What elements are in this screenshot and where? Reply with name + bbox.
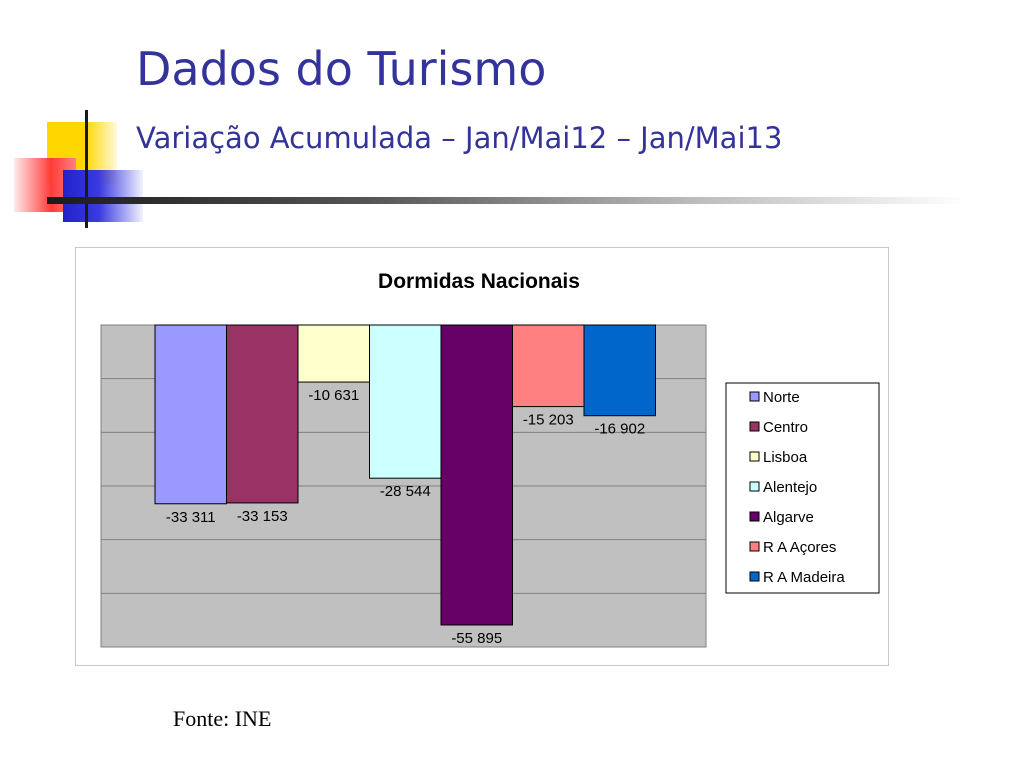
data-label: -55 895 [451, 630, 502, 647]
deco-yellow-square [47, 122, 117, 184]
chart-title: Dormidas Nacionais [378, 270, 580, 293]
legend-swatch [749, 421, 760, 432]
legend-swatch [749, 481, 760, 492]
data-label: -15 203 [523, 412, 574, 429]
chart-frame: Dormidas Nacionais -33 311 -33 153 -10 631… [75, 247, 889, 666]
bar-r-a-açores [512, 324, 585, 408]
legend: Norte Centro Lisboa Alentejo Algarve R A Açor… [725, 382, 880, 594]
legend-label: Centro [763, 419, 808, 436]
legend-swatch [749, 451, 760, 462]
data-label: -33 311 [166, 509, 216, 526]
bar-norte [154, 324, 227, 505]
bar-series [154, 324, 656, 626]
bar-alentejo [369, 324, 442, 479]
data-label: -28 544 [380, 483, 431, 500]
bar-chart: Dormidas Nacionais -33 311 -33 153 -10 631… [100, 270, 880, 648]
slide-title: Dados do Turismo [136, 42, 547, 96]
bar-r-a-madeira [583, 324, 656, 417]
deco-horizontal-rule [47, 197, 967, 204]
slide-subtitle: Variação Acumulada – Jan/Mai12 – Jan/Mai… [136, 121, 783, 155]
bar-centro [226, 324, 299, 504]
legend-swatch [749, 511, 760, 522]
legend-label: Norte [763, 389, 800, 406]
source-note: Fonte: INE [173, 706, 272, 731]
bar-algarve [440, 324, 513, 626]
deco-vertical-line [85, 110, 88, 228]
deco-blue-square [63, 170, 143, 222]
legend-label: R A Açores [763, 539, 836, 556]
data-label: -16 902 [594, 421, 645, 438]
legend-label: R A Madeira [763, 569, 845, 586]
data-label: -10 631 [308, 387, 359, 404]
data-labels: -33 311 -33 153 -10 631 -28 544 -55 895 -15 2… [166, 387, 645, 647]
legend-label: Lisboa [763, 449, 808, 466]
bar-lisboa [297, 324, 370, 383]
legend-swatch [749, 391, 760, 402]
legend-swatch [749, 571, 760, 582]
deco-red-square [14, 158, 76, 212]
data-label: -33 153 [237, 508, 288, 525]
legend-label: Algarve [763, 509, 814, 526]
legend-label: Alentejo [763, 479, 817, 496]
legend-swatch [749, 541, 760, 552]
